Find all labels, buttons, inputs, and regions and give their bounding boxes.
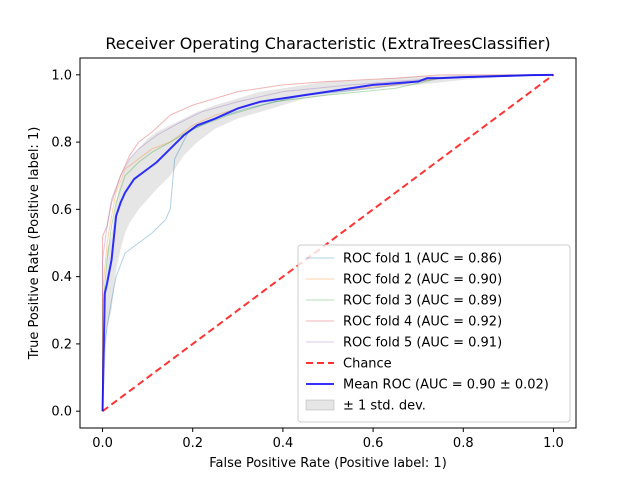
y-axis-label: True Positive Rate (Positive label: 1) [27,127,42,361]
y-tick-label: 0.8 [51,136,72,151]
x-axis-label: False Positive Rate (Positive label: 1) [209,456,447,471]
legend-swatch-std-dev [305,399,335,411]
x-tick-label: 1.0 [543,436,564,451]
legend-label: ROC fold 3 (AUC = 0.89) [343,294,502,309]
chance-line [101,74,555,412]
y-axis: 0.0 0.2 0.4 0.6 0.8 1.0 [51,68,80,420]
x-tick-label: 0.0 [92,436,113,451]
roc-fold-1-line [102,74,554,412]
legend-label: ROC fold 1 (AUC = 0.86) [343,252,502,267]
mean-roc-line [101,73,554,412]
y-tick-label: 1.0 [51,68,72,83]
y-tick-label: 0.0 [51,405,72,420]
roc-fold-2-line [102,74,554,412]
legend-label: Mean ROC (AUC = 0.90 ± 0.02) [343,378,549,393]
plot-frame [79,57,577,429]
x-tick-label: 0.2 [182,436,203,451]
legend-label: ROC fold 5 (AUC = 0.91) [343,336,502,351]
x-axis: 0.0 0.2 0.4 0.6 0.8 1.0 [92,428,564,451]
chart-title: Receiver Operating Characteristic (Extra… [105,34,550,53]
x-tick-label: 0.8 [453,436,474,451]
roc-fold-5-line [102,74,554,412]
legend-label: ROC fold 4 (AUC = 0.92) [343,315,502,330]
legend: ROC fold 1 (AUC = 0.86) ROC fold 2 (AUC =… [297,244,571,423]
x-tick-label: 0.6 [363,436,384,451]
x-tick-label: 0.4 [273,436,294,451]
roc-fold-3-line [102,74,554,412]
y-tick-label: 0.4 [51,270,72,285]
y-tick-label: 0.2 [51,337,72,352]
y-tick-label: 0.6 [51,203,72,218]
roc-fold-4-line [102,74,554,412]
plot-area [101,73,555,412]
legend-label: Chance [343,357,392,372]
legend-box [297,244,571,423]
legend-label: ROC fold 2 (AUC = 0.90) [343,273,502,288]
legend-label: ± 1 std. dev. [343,399,426,414]
